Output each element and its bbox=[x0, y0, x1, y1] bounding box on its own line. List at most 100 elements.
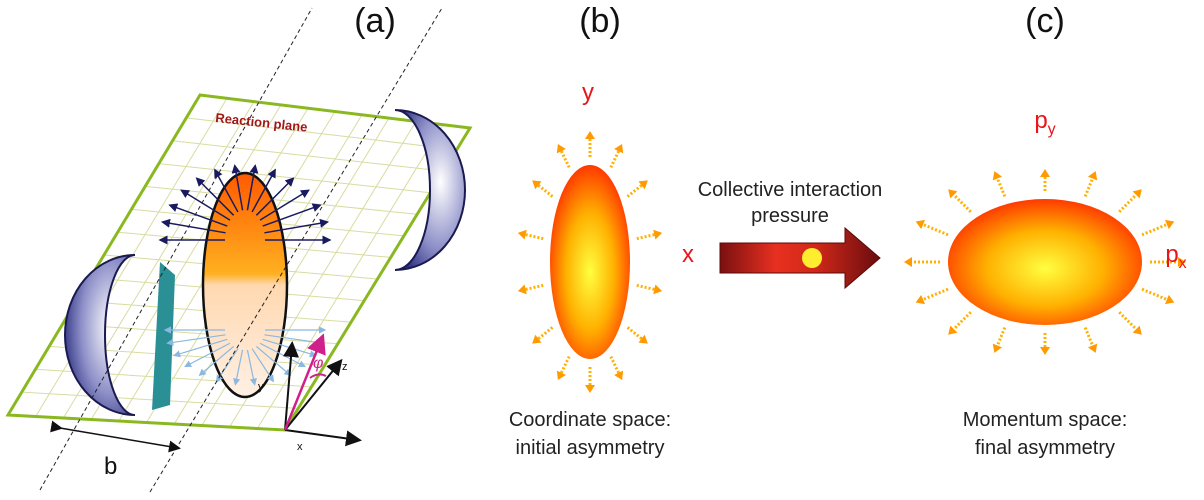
momentum-shape bbox=[948, 199, 1142, 325]
flow-arrow bbox=[231, 164, 244, 211]
ray-head bbox=[904, 257, 912, 267]
flow-arrow bbox=[233, 349, 244, 386]
axis-label-base: p bbox=[1034, 107, 1047, 134]
ray bbox=[537, 326, 554, 340]
angle-arc bbox=[309, 373, 327, 379]
ray-head bbox=[1132, 189, 1142, 199]
rays bbox=[517, 131, 663, 393]
ray-head bbox=[992, 343, 1003, 353]
grid-line bbox=[62, 323, 338, 345]
ray bbox=[1141, 223, 1168, 237]
angle-arrow bbox=[283, 333, 326, 431]
ray bbox=[922, 223, 949, 237]
ray-head bbox=[585, 385, 595, 393]
pressure-arrow bbox=[719, 226, 881, 290]
flow-arrow bbox=[259, 189, 310, 221]
ray bbox=[1118, 311, 1138, 331]
panel-label: (a) bbox=[354, 2, 396, 40]
ray bbox=[560, 355, 571, 374]
flow-arrow bbox=[255, 177, 295, 216]
grid-line bbox=[186, 117, 457, 151]
ray bbox=[996, 327, 1007, 347]
flow-arrow bbox=[168, 203, 228, 227]
ray bbox=[1083, 327, 1094, 347]
axis-label: x bbox=[297, 441, 303, 453]
flow-arrow bbox=[251, 348, 275, 383]
axis-label-sub: x bbox=[1179, 255, 1187, 272]
axis-x bbox=[284, 429, 362, 447]
axis-label-base: p bbox=[1165, 241, 1178, 268]
ray-head bbox=[614, 370, 624, 381]
ray-head bbox=[614, 143, 624, 154]
grid-line bbox=[158, 163, 431, 194]
nucleus-cut bbox=[152, 262, 175, 410]
impact-arrow bbox=[50, 420, 181, 453]
ray-head bbox=[1040, 169, 1050, 177]
flow-arrow bbox=[264, 218, 330, 234]
ray-head bbox=[556, 143, 566, 154]
ray bbox=[952, 311, 972, 331]
ray-head bbox=[1087, 343, 1098, 353]
ray-head bbox=[1132, 325, 1142, 335]
flow-arrow bbox=[246, 349, 257, 386]
ray bbox=[922, 287, 949, 301]
ray-head bbox=[532, 334, 542, 344]
axis-z bbox=[284, 358, 343, 431]
ray bbox=[525, 233, 544, 241]
ray bbox=[525, 283, 544, 291]
ray bbox=[1118, 193, 1138, 213]
flow-arrows bbox=[158, 164, 332, 386]
flow-arrow bbox=[160, 218, 226, 234]
ray bbox=[537, 184, 554, 198]
ray-head bbox=[638, 180, 648, 190]
ray-head bbox=[517, 284, 527, 295]
caption: Coordinate space: bbox=[509, 409, 671, 431]
ray-head bbox=[585, 131, 595, 139]
ray-head bbox=[638, 334, 648, 344]
ray bbox=[1083, 177, 1094, 197]
axis-label: py bbox=[1034, 107, 1055, 138]
panel-label: (c) bbox=[1025, 2, 1065, 40]
flow-arrow bbox=[259, 342, 306, 368]
flow-arrow bbox=[173, 338, 228, 358]
pressure-dot bbox=[802, 248, 822, 268]
ray bbox=[609, 355, 620, 374]
ray-head bbox=[948, 325, 958, 335]
ray-head bbox=[517, 229, 527, 240]
grid-line bbox=[145, 185, 418, 215]
ray bbox=[996, 177, 1007, 197]
impact-label: b bbox=[104, 453, 117, 480]
plane-label: Reaction plane bbox=[215, 110, 309, 135]
flow-arrow bbox=[262, 203, 322, 227]
ray bbox=[609, 150, 620, 169]
ray-head bbox=[1178, 257, 1186, 267]
beam-line bbox=[149, 7, 443, 493]
ray-head bbox=[992, 171, 1003, 181]
caption: initial asymmetry bbox=[516, 437, 665, 459]
caption: Momentum space: bbox=[963, 409, 1128, 431]
flow-arrow bbox=[214, 168, 239, 213]
ray-head bbox=[1040, 347, 1050, 355]
rays bbox=[904, 169, 1186, 355]
axis-label: y bbox=[582, 79, 594, 106]
panel-label: (b) bbox=[579, 2, 621, 40]
beam-line bbox=[39, 7, 313, 491]
ray-head bbox=[653, 284, 663, 295]
ray-head bbox=[1164, 294, 1175, 305]
caption: pressure bbox=[751, 205, 829, 227]
nucleus-left bbox=[64, 254, 136, 416]
flow-arrow bbox=[255, 346, 292, 377]
axis-label-sub: y bbox=[1048, 121, 1056, 138]
axis-y bbox=[283, 341, 299, 431]
ray-head bbox=[653, 229, 663, 240]
ray-head bbox=[532, 180, 542, 190]
ray-head bbox=[1164, 219, 1175, 230]
ray-head bbox=[915, 219, 926, 230]
angle-label: φ bbox=[313, 355, 323, 372]
grid-line bbox=[172, 140, 444, 172]
overlap-region bbox=[201, 171, 289, 399]
ray bbox=[636, 283, 655, 291]
axis-label: px bbox=[1165, 241, 1186, 272]
axis-label: x bbox=[682, 241, 694, 268]
